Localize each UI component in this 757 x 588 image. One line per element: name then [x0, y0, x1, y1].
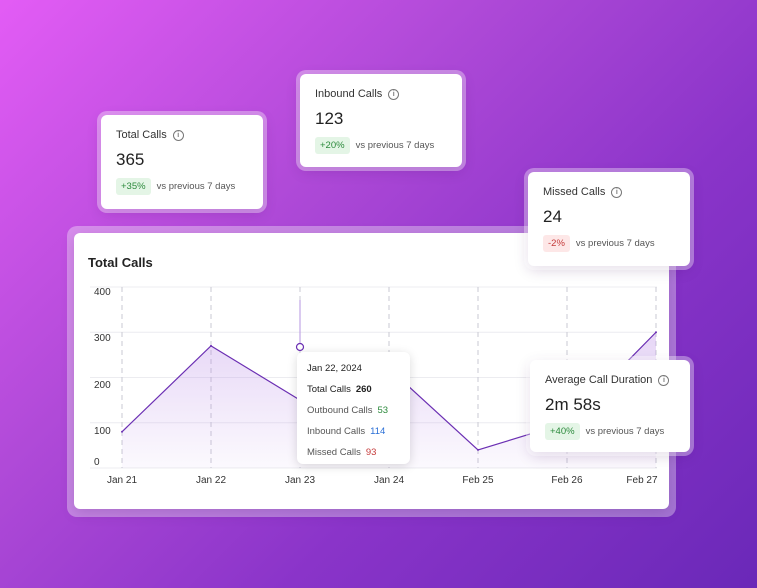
stat-label-row: Total Calls i: [116, 129, 248, 141]
tooltip-date: Jan 22, 2024: [307, 363, 362, 374]
stat-value: 24: [543, 207, 562, 226]
x-tick-label: Jan 21: [107, 475, 137, 486]
x-tick-label: Feb 26: [551, 475, 583, 486]
data-point: [121, 430, 123, 433]
compare-text: vs previous 7 days: [575, 238, 655, 249]
data-point: [210, 344, 212, 347]
x-tick-label: Jan 23: [285, 475, 315, 486]
compare-text: vs previous 7 days: [585, 426, 665, 437]
tooltip-label: Inbound Calls: [307, 426, 366, 437]
stat-value: 365: [116, 150, 145, 169]
stat-label: Average Call Duration: [545, 374, 653, 386]
tooltip-value: 260: [355, 384, 372, 395]
stat-label-row: Average Call Duration i: [545, 374, 675, 386]
info-icon[interactable]: i: [172, 129, 184, 141]
stat-trend: +35% vs previous 7 days: [116, 178, 248, 195]
x-tick-label: Feb 25: [462, 475, 494, 486]
change-badge: +20%: [315, 137, 350, 154]
info-icon[interactable]: i: [388, 88, 400, 100]
stat-trend: +20% vs previous 7 days: [315, 137, 447, 154]
x-tick-label: Jan 24: [374, 475, 404, 486]
stat-label-row: Inbound Calls i: [315, 88, 447, 100]
stat-card-missed-calls: Missed Calls i 24 -2% vs previous 7 days: [528, 172, 690, 266]
stat-value: 2m 58s: [545, 395, 601, 414]
stat-card-total-calls: Total Calls i 365 +35% vs previous 7 day…: [101, 115, 263, 209]
tooltip-row-inbound: Inbound Calls 114: [307, 426, 400, 437]
x-tick-label: Jan 22: [196, 475, 226, 486]
stat-label: Inbound Calls: [315, 88, 383, 100]
stat-trend: +40% vs previous 7 days: [545, 423, 675, 440]
y-tick-label: 400: [94, 287, 111, 298]
stat-label-row: Missed Calls i: [543, 186, 675, 198]
hover-point: [295, 342, 305, 352]
stat-trend: -2% vs previous 7 days: [543, 235, 675, 252]
stat-value: 123: [315, 109, 344, 128]
change-badge: +35%: [116, 178, 151, 195]
stat-card-average-call-duration: Average Call Duration i 2m 58s +40% vs p…: [530, 360, 690, 452]
compare-text: vs previous 7 days: [355, 140, 435, 151]
stat-card-inbound-calls: Inbound Calls i 123 +20% vs previous 7 d…: [300, 74, 462, 167]
chart-title: Total Calls: [88, 255, 153, 270]
tooltip-row-missed: Missed Calls 93: [307, 447, 400, 458]
data-point: [655, 331, 657, 334]
tooltip-value: 53: [377, 405, 389, 416]
y-tick-label: 300: [94, 333, 111, 344]
info-icon[interactable]: i: [611, 186, 623, 198]
tooltip-label: Outbound Calls: [307, 405, 373, 416]
tooltip-label: Missed Calls: [307, 447, 361, 458]
compare-text: vs previous 7 days: [156, 181, 236, 192]
y-tick-label: 100: [94, 426, 111, 437]
x-tick-label: Feb 27: [626, 475, 658, 486]
tooltip-row-total: Total Calls 260: [307, 384, 400, 395]
tooltip-label: Total Calls: [307, 384, 351, 395]
chart-tooltip: Jan 22, 2024 Total Calls 260 Outbound Cal…: [297, 352, 410, 464]
data-point: [477, 448, 479, 451]
change-badge: -2%: [543, 235, 570, 252]
stat-label: Total Calls: [116, 129, 167, 141]
tooltip-value: 114: [370, 426, 386, 437]
tooltip-value: 93: [365, 447, 377, 458]
y-tick-label: 200: [94, 380, 111, 391]
tooltip-row-outbound: Outbound Calls 53: [307, 405, 400, 416]
stat-label: Missed Calls: [543, 186, 606, 198]
y-tick-label: 0: [94, 457, 100, 468]
info-icon[interactable]: i: [658, 374, 670, 386]
change-badge: +40%: [545, 423, 580, 440]
